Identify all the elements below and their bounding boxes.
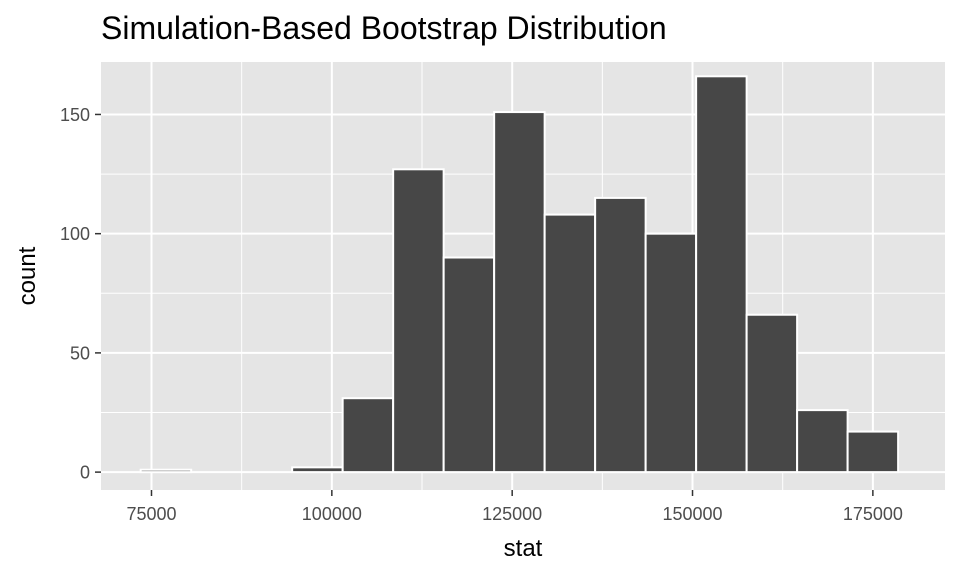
y-tick-label: 0 [80, 463, 90, 483]
histogram-bars [139, 75, 900, 474]
histogram-bar [594, 196, 647, 474]
x-axis: 75000 100000 125000 150000 175000 [126, 490, 903, 524]
x-tick-label: 75000 [126, 504, 176, 524]
y-tick-label: 50 [70, 343, 90, 363]
x-axis-title: stat [504, 535, 543, 562]
y-tick-label: 100 [60, 224, 90, 244]
x-tick-label: 125000 [482, 504, 542, 524]
histogram-bar [796, 409, 849, 474]
x-tick-label: 150000 [662, 504, 722, 524]
histogram-bar [543, 213, 597, 474]
histogram-bar [644, 232, 698, 474]
histogram-bar [291, 466, 344, 474]
histogram-bar [341, 397, 395, 474]
histogram-bar [139, 468, 193, 474]
histogram-bar [442, 256, 496, 474]
y-axis: 0 50 100 150 [60, 105, 101, 483]
chart-title: Simulation-Based Bootstrap Distribution [101, 10, 667, 46]
x-tick-label: 100000 [302, 504, 362, 524]
histogram-bar [846, 430, 900, 474]
y-axis-title: count [14, 246, 41, 305]
histogram-bar [745, 313, 799, 474]
histogram-bar [493, 111, 546, 474]
y-tick-label: 150 [60, 105, 90, 125]
x-tick-label: 175000 [843, 504, 903, 524]
histogram-bar [392, 168, 445, 474]
histogram-bar [695, 75, 748, 474]
